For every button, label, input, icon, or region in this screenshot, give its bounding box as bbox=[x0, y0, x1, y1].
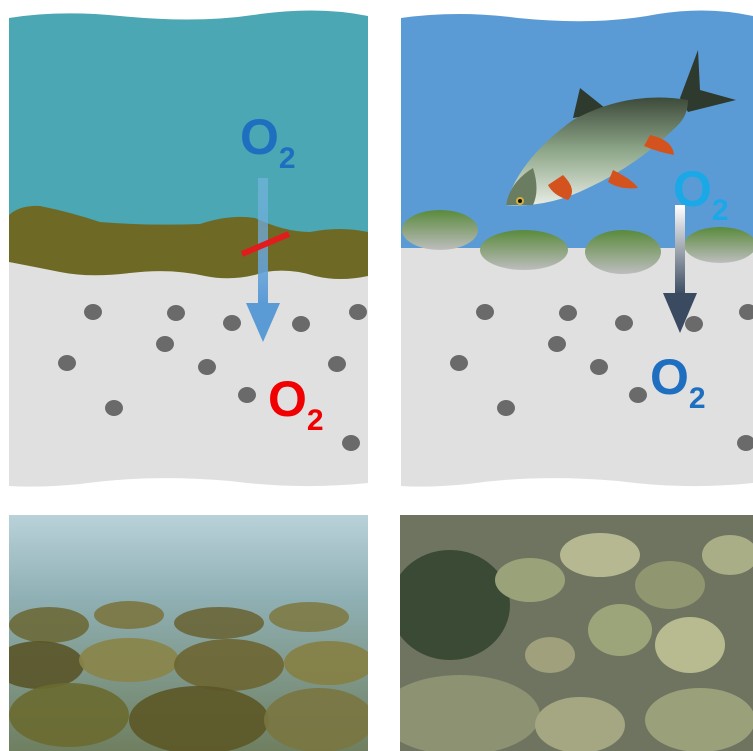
o2-label-bottom: O2 bbox=[268, 371, 324, 437]
water-body bbox=[9, 10, 368, 241]
blocked-flow-bar bbox=[240, 231, 291, 257]
gravel-dots bbox=[58, 304, 367, 451]
underwater-clogged-stones-photo bbox=[9, 515, 368, 751]
clogged-riverbed-diagram: O2 O2 bbox=[0, 0, 375, 495]
fish-icon bbox=[506, 50, 736, 206]
gravel-dots bbox=[450, 304, 753, 451]
underwater-clean-stones-photo bbox=[400, 515, 753, 751]
o2-label-top: O2 bbox=[240, 109, 296, 175]
oxygen-flow-arrow bbox=[246, 178, 280, 342]
clean-riverbed-diagram: O2 O2 bbox=[388, 0, 753, 495]
clogging-layer bbox=[9, 205, 368, 279]
surface-stones bbox=[402, 210, 753, 274]
o2-label-bottom: O2 bbox=[650, 349, 706, 415]
sediment-layer bbox=[401, 240, 753, 487]
o2-label-top: O2 bbox=[673, 161, 729, 227]
oxygen-flow-arrow bbox=[663, 205, 697, 333]
